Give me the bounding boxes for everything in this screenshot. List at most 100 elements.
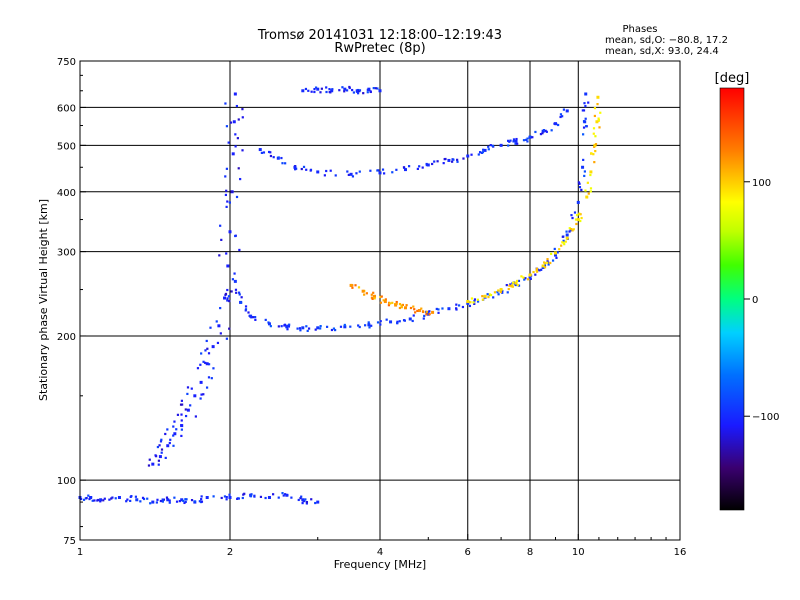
data-point — [205, 495, 209, 499]
data-point — [593, 143, 597, 147]
data-point-scatter — [103, 497, 106, 500]
data-point-scatter — [343, 323, 346, 327]
legend-x-stats: mean, sd,X: 93.0, 24.4 — [605, 46, 719, 57]
data-point-scatter — [343, 90, 346, 93]
data-point-scatter — [587, 101, 590, 104]
data-point-scatter — [280, 156, 283, 160]
data-point-scatter — [551, 259, 555, 262]
data-point-scatter — [370, 296, 374, 299]
data-point-scatter — [571, 216, 574, 220]
data-point-scatter — [338, 89, 341, 92]
data-point-scatter — [476, 300, 480, 303]
data-point — [378, 89, 382, 93]
data-point-scatter — [351, 286, 354, 289]
data-point-scatter — [431, 162, 434, 166]
data-point-scatter — [559, 115, 562, 119]
data-point-scatter — [260, 151, 263, 155]
data-point-scatter — [478, 151, 482, 154]
data-point-scatter — [154, 454, 157, 457]
data-point-scatter — [391, 171, 394, 174]
data-point-scatter — [546, 258, 549, 261]
data-point-scatter — [172, 425, 175, 428]
data-point-scatter — [568, 227, 571, 230]
data-point-scatter — [173, 420, 176, 423]
data-point — [232, 120, 236, 124]
data-point-scatter — [304, 498, 307, 501]
data-point-scatter — [236, 497, 239, 500]
data-point-scatter — [227, 295, 231, 298]
data-point — [528, 275, 532, 279]
data-point-scatter — [149, 502, 152, 505]
data-point-scatter — [565, 230, 568, 233]
data-point — [205, 362, 209, 366]
data-point — [166, 498, 170, 502]
data-point-scatter — [425, 312, 428, 315]
data-point-scatter — [225, 167, 228, 170]
data-point-scatter — [544, 262, 547, 265]
data-point-scatter — [200, 500, 204, 503]
data-point — [226, 264, 230, 268]
chart-subtitle: RwPretec (8p) — [334, 41, 426, 56]
data-point-scatter — [180, 399, 184, 402]
data-point-scatter — [348, 85, 351, 89]
data-point-scatter — [520, 275, 523, 278]
data-point-scatter — [172, 434, 175, 437]
data-point-scatter — [157, 463, 160, 466]
data-point-scatter — [238, 248, 241, 252]
data-point-scatter — [190, 387, 193, 390]
data-point-scatter — [228, 299, 231, 303]
data-point-scatter — [461, 305, 465, 309]
data-point — [403, 306, 407, 310]
data-point-scatter — [539, 133, 543, 136]
data-point-scatter — [200, 495, 203, 498]
data-point-scatter — [349, 325, 352, 328]
data-point — [301, 89, 305, 93]
data-point — [576, 200, 580, 204]
data-point-scatter — [376, 321, 380, 324]
data-point-scatter — [365, 292, 368, 295]
data-point-scatter — [593, 161, 596, 164]
data-point — [581, 165, 585, 169]
data-point-scatter — [560, 244, 563, 247]
data-point-scatter — [146, 497, 149, 500]
data-point-scatter — [398, 306, 402, 310]
data-point-scatter — [592, 127, 596, 130]
data-point-scatter — [111, 496, 114, 499]
data-point-scatter — [199, 363, 202, 366]
data-point-scatter — [428, 310, 431, 313]
data-point-scatter — [277, 325, 280, 328]
data-point — [383, 300, 387, 304]
data-point — [378, 171, 382, 175]
data-point-scatter — [383, 172, 386, 175]
data-point-scatter — [224, 175, 227, 178]
data-point-scatter — [319, 91, 322, 94]
data-point-scatter — [319, 327, 322, 330]
data-point-scatter — [532, 270, 535, 274]
data-point-scatter — [224, 193, 228, 197]
data-point-scatter — [481, 151, 485, 154]
data-point-scatter — [412, 305, 415, 308]
data-point-scatter — [469, 301, 472, 304]
data-point — [565, 236, 569, 240]
data-point-scatter — [369, 90, 372, 93]
data-point-scatter — [400, 304, 403, 307]
data-point-scatter — [456, 158, 459, 161]
data-point-scatter — [577, 181, 581, 184]
data-point-scatter — [364, 324, 367, 327]
data-point-scatter — [575, 222, 578, 226]
data-point-scatter — [512, 281, 515, 284]
data-point-scatter — [489, 144, 492, 147]
data-point-scatter — [357, 324, 360, 327]
data-point — [447, 307, 451, 311]
data-point-scatter — [277, 496, 280, 499]
data-point-scatter — [583, 170, 586, 173]
data-point-scatter — [559, 113, 563, 116]
x-axis-label: Frequency [MHz] — [334, 558, 426, 571]
data-point-scatter — [241, 496, 244, 500]
data-point — [231, 152, 235, 156]
data-point-scatter — [403, 319, 406, 322]
data-point — [585, 195, 589, 199]
data-point-scatter — [512, 138, 516, 141]
data-point-scatter — [239, 177, 242, 181]
data-point — [541, 129, 545, 133]
